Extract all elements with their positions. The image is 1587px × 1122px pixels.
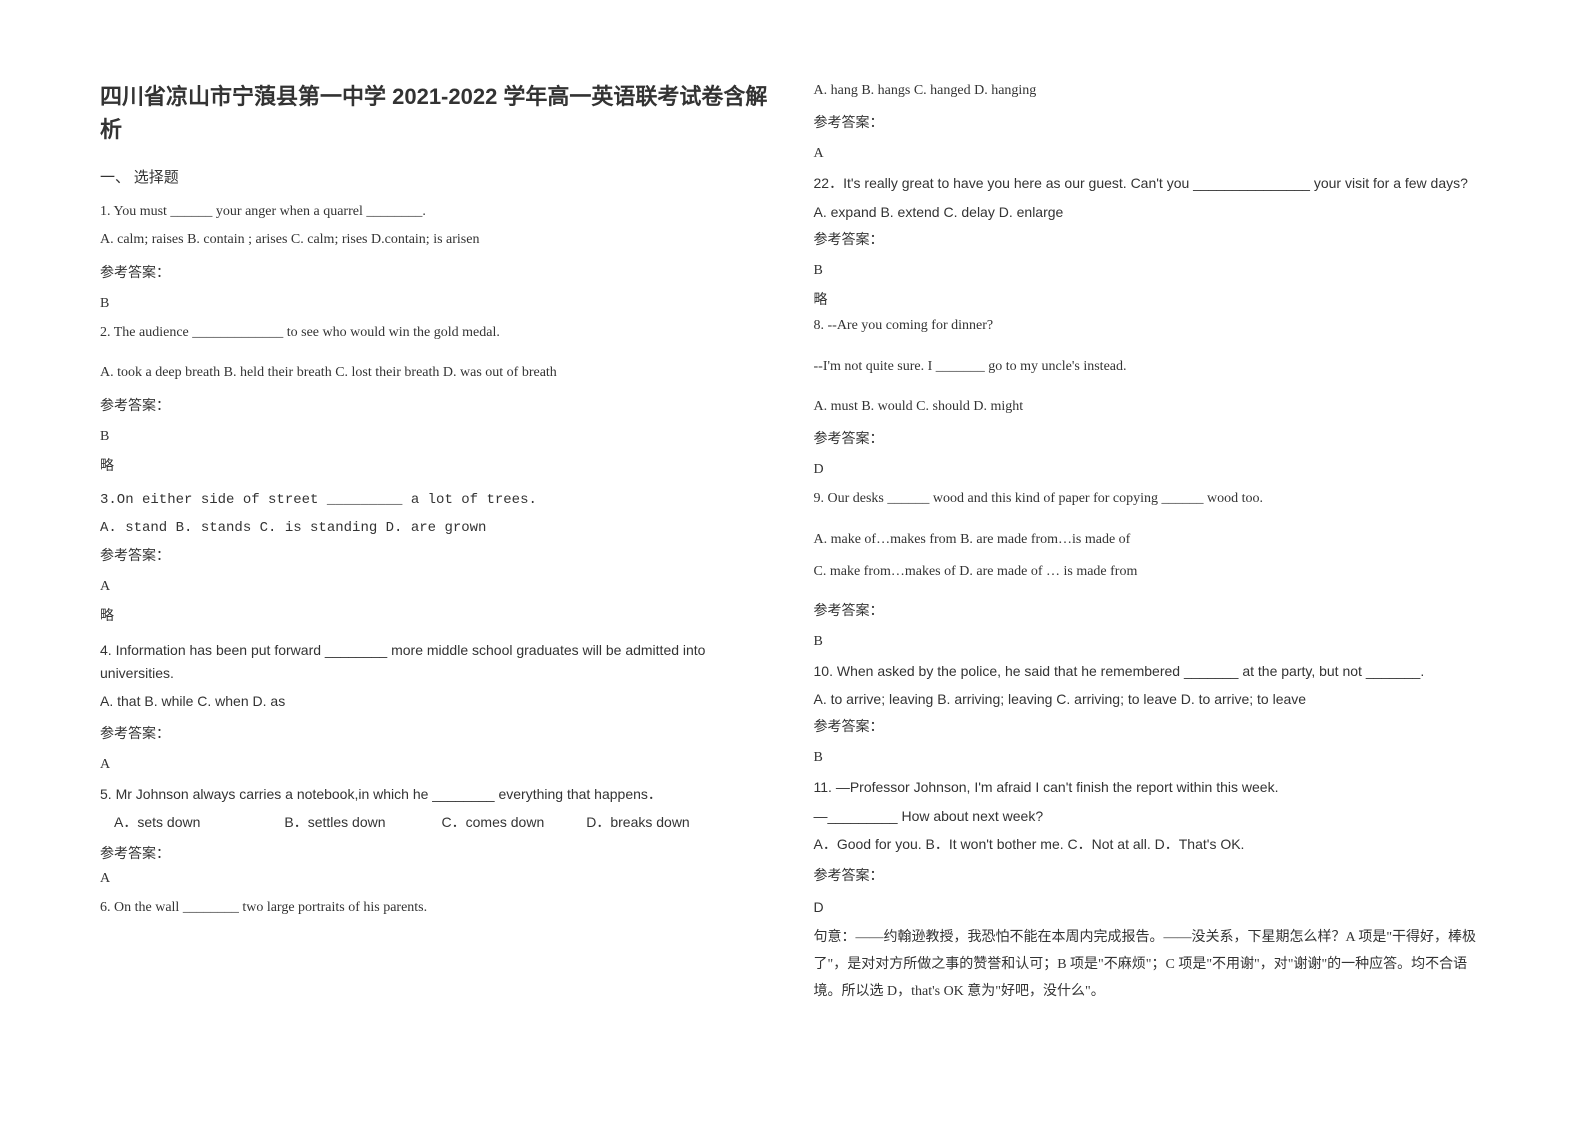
q4-options: A. that B. while C. when D. as [100, 690, 774, 712]
q6-answer-label: 参考答案： [814, 112, 1488, 132]
q5-text: 5. Mr Johnson always carries a notebook,… [100, 783, 774, 805]
q8-answer: D [814, 462, 1488, 478]
q6-answer: A [814, 146, 1488, 162]
q4-answer: A [100, 757, 774, 773]
section-heading: 一、 选择题 [100, 166, 774, 187]
q7-note: 略 [814, 289, 1488, 309]
q7-answer: B [814, 263, 1488, 279]
q8-text: 8. --Are you coming for dinner? [814, 315, 1488, 337]
q11-text2: —_________ How about next week? [814, 805, 1488, 827]
q2-note: 略 [100, 455, 774, 475]
q5-answer: A [100, 871, 774, 887]
q7-text: 22．It's really great to have you here as… [814, 172, 1488, 194]
q11-answer: D [814, 899, 1488, 915]
q7-options: A. expand B. extend C. delay D. enlarge [814, 201, 1488, 223]
document-title: 四川省凉山市宁蒗县第一中学 2021-2022 学年高一英语联考试卷含解析 [100, 80, 774, 146]
q8-answer-label: 参考答案： [814, 428, 1488, 448]
q9-answer-label: 参考答案： [814, 600, 1488, 620]
q10-text: 10. When asked by the police, he said th… [814, 660, 1488, 682]
q11-options: A．Good for you. B．It won't bother me. C．… [814, 833, 1488, 855]
q5-options: A．sets down B．settles down C．comes down … [114, 811, 774, 833]
q1-answer-label: 参考答案： [100, 262, 774, 282]
q10-answer-label: 参考答案： [814, 716, 1488, 736]
q2-options: A. took a deep breath B. held their brea… [100, 362, 774, 384]
q10-answer: B [814, 750, 1488, 766]
q6-options: A. hang B. hangs C. hanged D. hanging [814, 80, 1488, 102]
q11-text: 11. —Professor Johnson, I'm afraid I can… [814, 776, 1488, 798]
q9-answer: B [814, 634, 1488, 650]
left-column: 四川省凉山市宁蒗县第一中学 2021-2022 学年高一英语联考试卷含解析 一、… [100, 80, 774, 1042]
q2-text: 2. The audience _____________ to see who… [100, 322, 774, 344]
q3-options: A. stand B. stands C. is standing D. are… [100, 517, 774, 539]
q3-answer-label: 参考答案： [100, 545, 774, 565]
q1-options: A. calm; raises B. contain ; arises C. c… [100, 229, 774, 251]
q9-options2: C. make from…makes of D. are made of … i… [814, 561, 1488, 583]
q7-answer-label: 参考答案： [814, 229, 1488, 249]
q3-note: 略 [100, 605, 774, 625]
q8-text2: --I'm not quite sure. I _______ go to my… [814, 356, 1488, 378]
q1-text: 1. You must ______ your anger when a qua… [100, 201, 774, 223]
q11-explanation: 句意：——约翰逊教授，我恐怕不能在本周内完成报告。——没关系，下星期怎么样？A … [814, 925, 1488, 1005]
q8-options: A. must B. would C. should D. might [814, 396, 1488, 418]
q10-options: A. to arrive; leaving B. arriving; leavi… [814, 688, 1488, 710]
q5-answer-label: 参考答案： [100, 843, 774, 863]
q3-answer: A [100, 579, 774, 595]
q11-answer-label: 参考答案： [814, 865, 1488, 885]
q3-text: 3.On either side of street _________ a l… [100, 489, 774, 511]
q6-text: 6. On the wall ________ two large portra… [100, 897, 774, 919]
q2-answer: B [100, 429, 774, 445]
q4-answer-label: 参考答案： [100, 723, 774, 743]
q9-text: 9. Our desks ______ wood and this kind o… [814, 488, 1488, 510]
q9-options1: A. make of…makes from B. are made from…i… [814, 529, 1488, 551]
q1-answer: B [100, 296, 774, 312]
q2-answer-label: 参考答案： [100, 395, 774, 415]
q4-text: 4. Information has been put forward ____… [100, 639, 774, 684]
right-column: A. hang B. hangs C. hanged D. hanging 参考… [814, 80, 1488, 1042]
